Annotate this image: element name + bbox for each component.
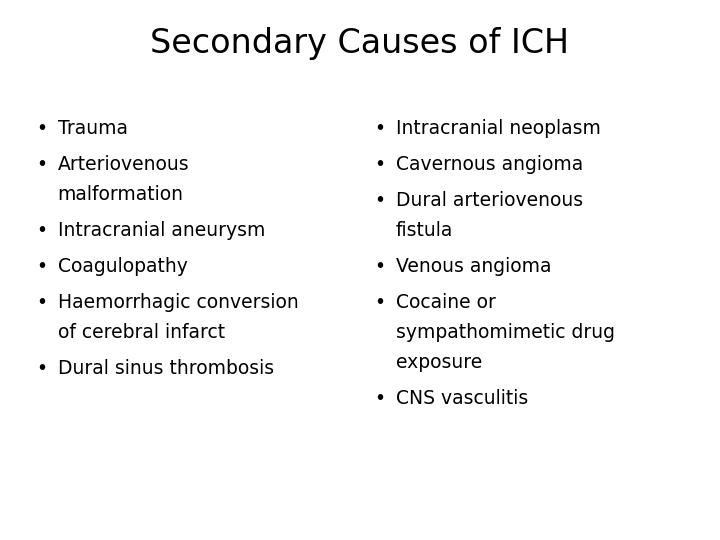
Text: Arteriovenous: Arteriovenous [58,155,189,174]
Text: Cavernous angioma: Cavernous angioma [396,155,583,174]
Text: •: • [374,119,385,138]
Text: •: • [374,389,385,408]
Text: fistula: fistula [396,221,454,240]
Text: Intracranial neoplasm: Intracranial neoplasm [396,119,601,138]
Text: Cocaine or: Cocaine or [396,293,496,312]
Text: CNS vasculitis: CNS vasculitis [396,389,528,408]
Text: Dural sinus thrombosis: Dural sinus thrombosis [58,359,274,378]
Text: •: • [36,257,47,276]
Text: •: • [36,293,47,312]
Text: Haemorrhagic conversion: Haemorrhagic conversion [58,293,298,312]
Text: •: • [374,191,385,210]
Text: malformation: malformation [58,185,184,204]
Text: sympathomimetic drug: sympathomimetic drug [396,323,615,342]
Text: •: • [36,155,47,174]
Text: •: • [374,257,385,276]
Text: •: • [374,293,385,312]
Text: of cerebral infarct: of cerebral infarct [58,323,225,342]
Text: •: • [36,119,47,138]
Text: Intracranial aneurysm: Intracranial aneurysm [58,221,265,240]
Text: •: • [374,155,385,174]
Text: exposure: exposure [396,353,482,372]
Text: •: • [36,221,47,240]
Text: •: • [36,359,47,378]
Text: Secondary Causes of ICH: Secondary Causes of ICH [150,27,570,60]
Text: Coagulopathy: Coagulopathy [58,257,187,276]
Text: Trauma: Trauma [58,119,127,138]
Text: Dural arteriovenous: Dural arteriovenous [396,191,583,210]
Text: Venous angioma: Venous angioma [396,257,552,276]
